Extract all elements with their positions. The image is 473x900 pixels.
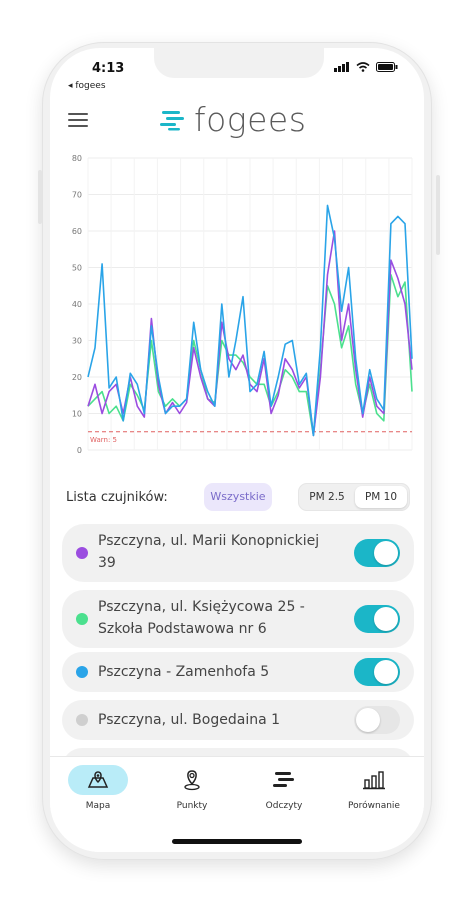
y-tick-label: 20 bbox=[72, 373, 82, 382]
logo-icon bbox=[160, 110, 184, 130]
sensor-row[interactable]: Pszczyna - Zamenhofa 5 bbox=[62, 652, 414, 692]
notch bbox=[154, 48, 324, 78]
y-tick-label: 70 bbox=[72, 191, 82, 200]
map-icon bbox=[68, 765, 128, 795]
sensor-toggle[interactable] bbox=[354, 539, 400, 567]
sensor-toggle[interactable] bbox=[354, 658, 400, 686]
pm25-tab[interactable]: PM 2.5 bbox=[309, 491, 345, 503]
sensor-toggle[interactable] bbox=[354, 706, 400, 734]
tab-punkty[interactable]: Punkty bbox=[152, 765, 232, 811]
battery-icon bbox=[376, 62, 398, 72]
wifi-icon bbox=[356, 62, 370, 72]
sensor-label: Pszczyna, ul. Bogedaina 1 bbox=[98, 712, 281, 728]
sensor-label: Pszczyna - Zamenhofa 5 bbox=[98, 664, 270, 680]
bottom-tab-bar: Mapa Punkty Odczyty Porównanie bbox=[50, 756, 424, 852]
app-logo: fogees bbox=[160, 100, 306, 139]
status-icons bbox=[334, 62, 398, 72]
tab-mapa-label: Mapa bbox=[85, 801, 111, 811]
tab-porownanie-label: Porównanie bbox=[348, 801, 400, 811]
logo-text: fogees bbox=[194, 100, 307, 139]
sensor-label: Pszczyna, ul. Marii Konopnickiej 39 bbox=[98, 533, 320, 571]
sensor-row[interactable]: Pszczyna, ul. Księżycowa 25 - Szkoła Pods… bbox=[62, 590, 414, 648]
location-pin-icon bbox=[162, 765, 222, 795]
y-tick-label: 10 bbox=[72, 410, 82, 419]
sensor-label: Pszczyna, ul. Księżycowa 25 - Szkoła Pods… bbox=[98, 599, 305, 637]
pm-chart: 0 10 20 30 40 50 60 70 80 Warn: 5 bbox=[72, 154, 413, 455]
sensor-toggle[interactable] bbox=[354, 605, 400, 633]
y-tick-label: 0 bbox=[77, 446, 82, 455]
y-tick-label: 60 bbox=[72, 227, 82, 236]
sensor-list-header: Lista czujników: Wszystkie PM 2.5 PM 10 bbox=[66, 480, 412, 514]
sensor-color-dot bbox=[76, 613, 88, 625]
tab-punkty-label: Punkty bbox=[176, 801, 208, 811]
y-tick-label: 50 bbox=[72, 264, 82, 273]
home-indicator bbox=[172, 839, 302, 844]
sensor-list-title: Lista czujników: bbox=[66, 490, 168, 505]
tab-porownanie[interactable]: Porównanie bbox=[334, 765, 414, 811]
pm-segment-control: PM 2.5 PM 10 bbox=[298, 483, 410, 511]
readings-icon bbox=[254, 765, 314, 795]
series-line bbox=[87, 204, 413, 437]
y-tick-label: 80 bbox=[72, 154, 82, 163]
pm10-tab[interactable]: PM 10 bbox=[355, 486, 407, 508]
tab-odczyty[interactable]: Odczyty bbox=[244, 765, 324, 811]
tab-mapa[interactable]: Mapa bbox=[58, 765, 138, 811]
tab-odczyty-label: Odczyty bbox=[265, 801, 303, 811]
back-to-app-link[interactable]: ◂ fogees bbox=[68, 81, 106, 91]
side-button bbox=[436, 175, 440, 255]
sensor-row[interactable]: Pszczyna, ul. Marii Konopnickiej 39 bbox=[62, 524, 414, 582]
bar-chart-icon bbox=[344, 765, 404, 795]
hamburger-icon[interactable] bbox=[68, 113, 88, 127]
app-screen: 4:13 ◂ fogees fogees 0 10 20 30 40 50 60 70 80 Wa… bbox=[50, 48, 424, 852]
volume-button bbox=[38, 170, 42, 224]
sensor-color-dot bbox=[76, 666, 88, 678]
sensor-color-dot bbox=[76, 547, 88, 559]
y-tick-label: 30 bbox=[72, 337, 82, 346]
sensor-row[interactable]: Pszczyna, ul. Bogedaina 1 bbox=[62, 700, 414, 740]
signal-icon bbox=[334, 62, 349, 72]
y-tick-label: 40 bbox=[72, 300, 82, 309]
threshold-label: Warn: 5 bbox=[90, 436, 117, 444]
sensor-color-dot bbox=[76, 714, 88, 726]
status-time: 4:13 bbox=[92, 61, 125, 76]
all-sensors-chip[interactable]: Wszystkie bbox=[204, 483, 272, 511]
